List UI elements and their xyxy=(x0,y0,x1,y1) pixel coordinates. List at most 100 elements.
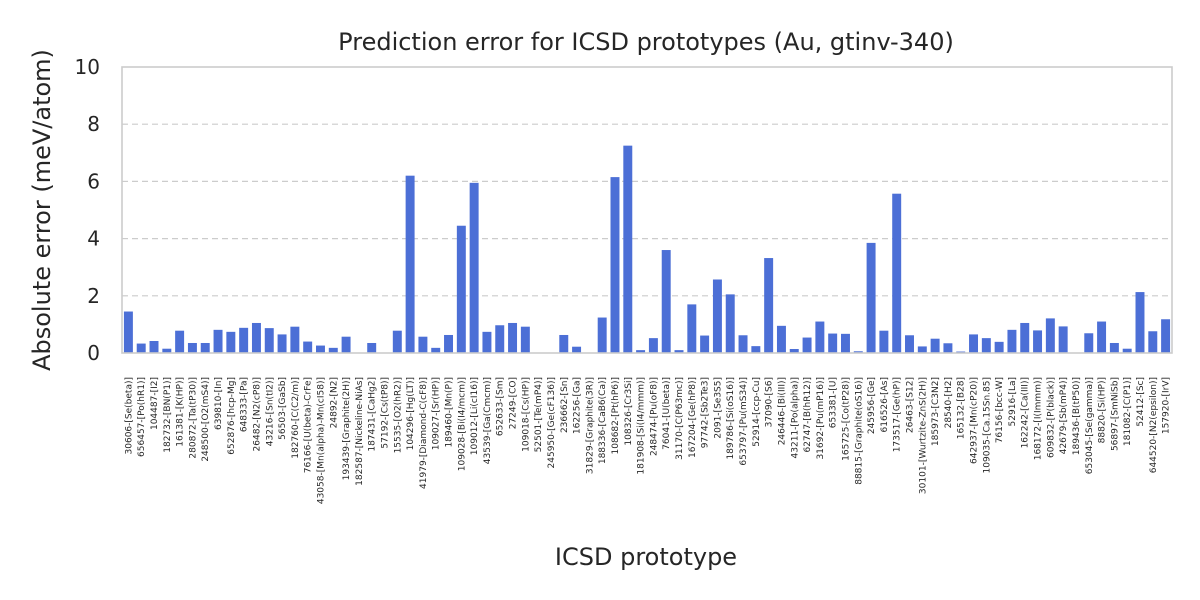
x-tick-label: 26463-[S12] xyxy=(906,377,916,433)
x-tick-label: 31692-[Pu(mP16)] xyxy=(816,377,826,460)
bar xyxy=(469,182,479,353)
bar xyxy=(1122,348,1132,353)
x-tick-label: 280872-[Ta(tP30)] xyxy=(188,377,198,459)
x-tick-label: 76041-[U(beta)] xyxy=(662,377,672,450)
x-tick-label: 161381-[K(HP)] xyxy=(176,377,186,447)
bar xyxy=(751,346,761,353)
bar xyxy=(1045,318,1055,353)
bar xyxy=(828,333,838,353)
bar xyxy=(981,338,991,353)
bar xyxy=(648,338,658,353)
chart-title: Prediction error for ICSD prototypes (Au… xyxy=(338,28,954,56)
bar xyxy=(136,343,146,353)
x-tick-label: 31829-[Graphite(3R)] xyxy=(585,377,595,474)
x-tick-label: 609832-[P(black)] xyxy=(1046,377,1056,458)
bar xyxy=(392,330,402,353)
bar xyxy=(572,346,582,353)
bar xyxy=(444,334,454,353)
bar xyxy=(418,336,428,353)
x-tick-label: 236662-[Sn] xyxy=(560,377,570,433)
bar xyxy=(175,330,185,353)
bar xyxy=(200,342,210,353)
x-tick-label: 109035-[Ca.15Sn.85] xyxy=(982,377,992,473)
x-tick-label: 246446-[Bi(III)] xyxy=(777,377,787,445)
bar xyxy=(508,322,518,353)
x-tick-label: 182587-[Nickeline-NiAs] xyxy=(355,377,365,486)
x-tick-label: 182760-[C(C2/m)] xyxy=(291,377,301,459)
bar xyxy=(905,335,914,353)
bar xyxy=(700,335,710,353)
bar xyxy=(853,351,863,353)
bar xyxy=(597,317,607,353)
x-tick-label: 245956-[Ge] xyxy=(867,377,877,434)
x-tick-label: 193439-[Graphite(2H)] xyxy=(342,377,352,480)
bar xyxy=(405,175,415,353)
bar xyxy=(917,346,927,353)
x-tick-label: 109012-[Li(cI16)] xyxy=(470,377,480,455)
x-axis-label: ICSD prototype xyxy=(555,543,737,571)
bar xyxy=(226,331,236,353)
x-tick-label: 644520-[N2(epsilon)] xyxy=(1149,377,1159,473)
x-tick-label: 168172-[I(Immm)] xyxy=(1034,377,1044,460)
bar xyxy=(623,145,633,353)
x-tick-label: 24892-[N2] xyxy=(329,377,339,428)
x-tick-label: 104296-[Hg(LT)] xyxy=(406,377,416,450)
x-tick-label: 108682-[Pt(hP6)] xyxy=(611,377,621,454)
x-tick-label: 648333-[Pa] xyxy=(240,377,250,432)
bar xyxy=(213,329,223,353)
bar xyxy=(239,327,249,353)
x-tick-label: 181082-[C(P1)] xyxy=(1123,377,1133,446)
bar xyxy=(789,348,799,353)
x-tick-label: 42679-[Sb(mP4)] xyxy=(1059,377,1069,454)
x-tick-label: 76166-[U(beta)-CrFe] xyxy=(304,377,314,473)
y-axis-label: Absolute error (meV/atom) xyxy=(28,49,56,371)
x-tick-label: 62747-[B(hR12)] xyxy=(803,377,813,453)
y-tick-label: 2 xyxy=(87,284,100,308)
bar xyxy=(879,330,889,353)
x-tick-label: 653045-[Se(gamma)] xyxy=(1085,377,1095,474)
y-tick-label: 0 xyxy=(87,341,100,365)
bar xyxy=(520,326,530,353)
x-tick-label: 109018-[Cs(HP)] xyxy=(521,377,531,452)
x-tick-label: 27249-[CO] xyxy=(509,377,519,429)
x-tick-label: 57192-[Cs(tP8)] xyxy=(381,377,391,449)
bar xyxy=(277,334,287,353)
bar xyxy=(764,258,774,353)
x-tick-label: 167204-[Ge(hP8)] xyxy=(688,377,698,458)
bar xyxy=(315,345,325,353)
x-tick-labels: 30606-[Se(beta)] 656457-[Po(hR1)] 104487-[… xyxy=(124,377,1171,504)
x-tick-label: 88815-[Graphite(oS16)] xyxy=(854,377,864,485)
x-tick-label: 43539-[Ga(Cmcm)] xyxy=(483,377,493,464)
x-tick-label: 188336-[CaB6(Ca)] xyxy=(598,377,608,464)
x-tick-label: 2091-[Se3S5] xyxy=(713,377,723,439)
bar xyxy=(328,347,338,353)
bar xyxy=(1007,329,1017,353)
bar xyxy=(149,340,159,353)
y-tick-label: 10 xyxy=(75,55,100,79)
x-tick-label: 52501-[Te(mP4)] xyxy=(534,377,544,452)
x-tick-label: 248500-[O2(mS4)] xyxy=(201,377,211,462)
x-tick-label: 109027-[Sr(HP)] xyxy=(432,377,442,450)
bar xyxy=(1135,292,1145,353)
bar xyxy=(1058,326,1068,353)
x-tick-label: 76156-[bcc-W] xyxy=(995,377,1005,443)
x-tick-label: 656457-[Po(hR1)] xyxy=(137,377,147,457)
bar xyxy=(661,250,671,353)
bar xyxy=(776,325,786,353)
y-tick-label: 4 xyxy=(87,227,100,251)
y-gridlines xyxy=(122,123,1172,297)
x-tick-label: 52916-[La] xyxy=(1008,377,1018,426)
bar xyxy=(495,325,505,353)
x-tick-label: 97742-[Sb2Te3] xyxy=(701,377,711,448)
bar xyxy=(943,343,953,353)
x-tick-label: 181908-[Si(I4/mmm)] xyxy=(637,377,647,475)
x-tick-label: 56503-[GaSb] xyxy=(278,377,288,440)
x-tick-label: 189436-[B(tP50)] xyxy=(1072,377,1082,455)
x-tick-label: 165132-[B28] xyxy=(957,377,967,439)
x-tick-label: 642937-[Mn(cP20)] xyxy=(970,377,980,464)
x-tick-label: 248474-[Pu(oF8)] xyxy=(649,377,659,456)
x-tick-label: 52412-[Sc] xyxy=(1136,377,1146,427)
x-tick-label: 31170-[C(P63mc)] xyxy=(675,377,685,460)
bar xyxy=(969,334,979,353)
